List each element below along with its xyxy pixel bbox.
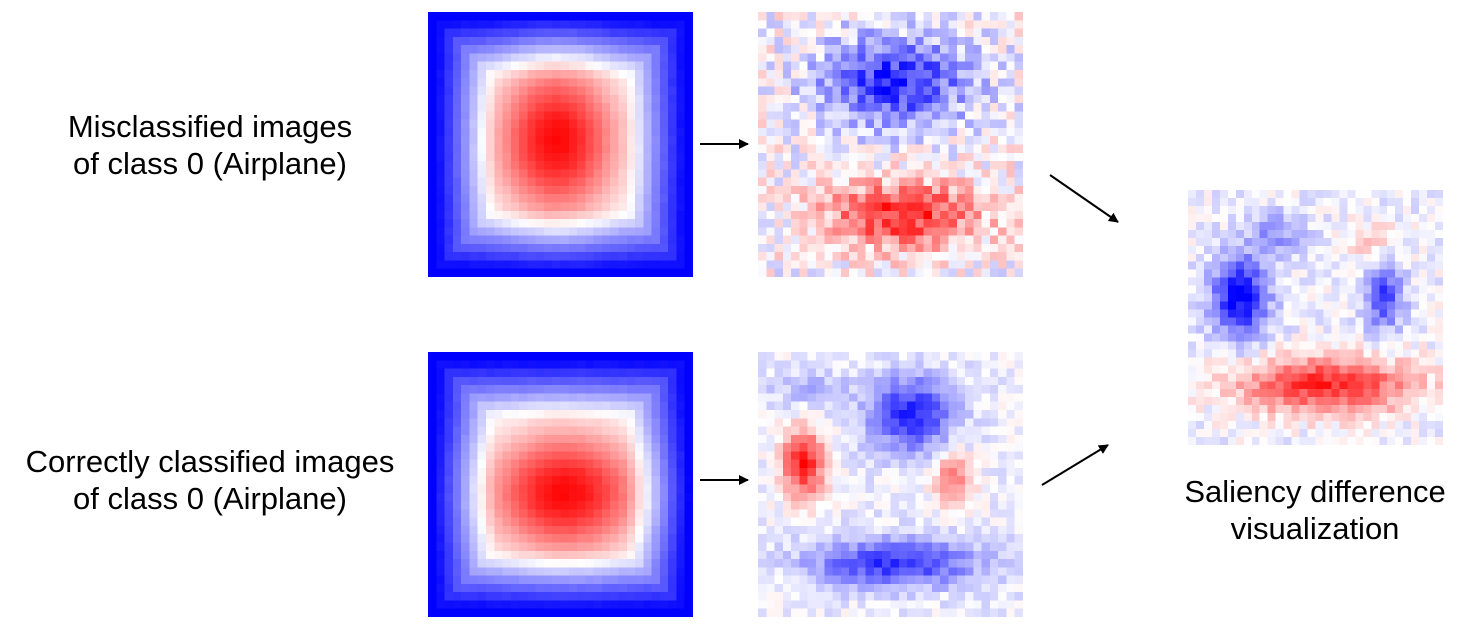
- correctly-classified-label-line2: of class 0 (Airplane): [73, 481, 347, 516]
- saliency-difference-map: [1188, 190, 1443, 445]
- caption-line2: visualization: [1230, 511, 1400, 546]
- misclassified-label-line2: of class 0 (Airplane): [73, 146, 347, 181]
- arrow-up-right-icon: [1041, 444, 1109, 486]
- misclassified-saliency-map: [758, 12, 1023, 277]
- arrow-down-right-icon: [1049, 174, 1119, 223]
- caption-line1: Saliency difference: [1184, 474, 1446, 509]
- misclassified-label: Misclassified images of class 0 (Airplan…: [30, 108, 390, 182]
- correctly-classified-label-line1: Correctly classified images: [25, 444, 395, 479]
- correct-average-image: [428, 352, 693, 617]
- saliency-difference-caption: Saliency difference visualization: [1150, 473, 1466, 547]
- misclassified-label-line1: Misclassified images: [67, 109, 353, 144]
- correctly-classified-label: Correctly classified images of class 0 (…: [0, 443, 420, 517]
- correct-saliency-map: [758, 352, 1023, 617]
- misclassified-average-image: [428, 12, 693, 277]
